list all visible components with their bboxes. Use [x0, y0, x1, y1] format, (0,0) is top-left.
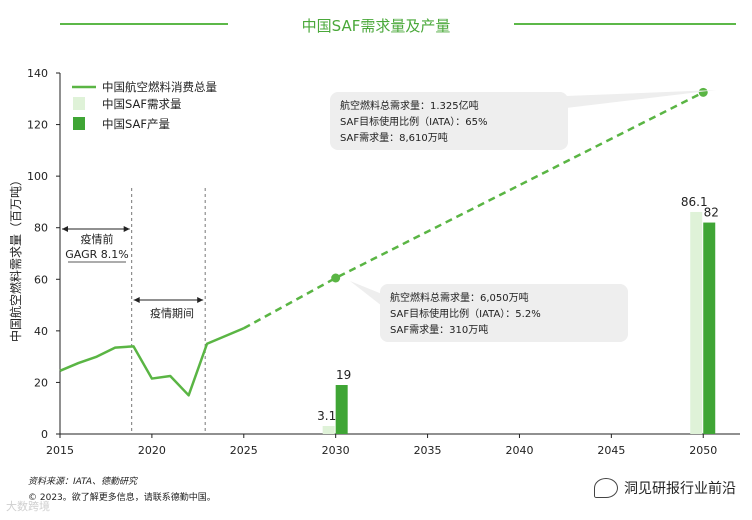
x-tick-label: 2030 — [322, 444, 350, 457]
series-lines — [59, 91, 704, 397]
bar-data-labels: 3.1 19 86.182 — [317, 195, 719, 423]
x-tick-label: 2015 — [46, 444, 74, 457]
annotation-2050-line1: 航空燃料总需求量：1.325亿吨 — [340, 99, 479, 112]
x-axis-ticks: 2015 2020 2025 2030 2035 2040 2045 2050 — [46, 434, 717, 457]
bar-demand-label: 86.1 — [681, 195, 708, 209]
historical-line — [59, 327, 245, 397]
legend-item-total: 中国航空燃料消费总量 — [102, 80, 217, 94]
phase-covid-label: 疫情期间 — [150, 306, 194, 320]
annotation-2030: 航空燃料总需求量：6,050万吨 SAF目标使用比例（IATA）：5.2% SA… — [350, 281, 628, 342]
y-tick-label: 80 — [34, 222, 48, 235]
legend-demand-swatch — [73, 97, 85, 110]
annotation-2050-box — [330, 92, 568, 150]
bar-demand — [690, 211, 703, 434]
line-marker — [698, 87, 708, 97]
legend-production-swatch — [73, 117, 85, 130]
annotation-2050: 航空燃料总需求量：1.325亿吨 SAF目标使用比例（IATA）：65% SAF… — [330, 90, 716, 150]
line-marker — [331, 273, 341, 283]
x-tick-label: 2040 — [505, 444, 533, 457]
y-tick-label: 120 — [27, 119, 48, 132]
bar-production-label: 19 — [336, 368, 351, 382]
axes — [59, 73, 740, 435]
x-tick-label: 2035 — [414, 444, 442, 457]
chart-title: 中国SAF需求量及产量 — [302, 17, 451, 35]
phase-arrow-head-right — [197, 297, 204, 303]
bars — [322, 211, 716, 434]
y-tick-label: 0 — [41, 428, 48, 441]
y-axis-label: 中国航空燃料需求量（百万吨） — [8, 174, 23, 342]
x-tick-label: 2025 — [230, 444, 258, 457]
brand-name: 洞见研报行业前沿 — [624, 481, 736, 497]
annotation-2030-line1: 航空燃料总需求量：6,050万吨 — [390, 291, 529, 304]
phase-arrow-head-left — [133, 297, 140, 303]
bar-production-label: 82 — [704, 206, 719, 220]
copyright-note: © 2023。欲了解更多信息，请联系德勤中国。 — [28, 493, 216, 503]
annotation-2030-line3: SAF需求量：310万吨 — [390, 323, 488, 336]
source-note: 资料来源：IATA、德勤研究 — [28, 477, 137, 487]
y-tick-label: 40 — [34, 325, 48, 338]
phase-divider-lines — [131, 188, 206, 434]
x-tick-label: 2020 — [138, 444, 166, 457]
legend-item-production: 中国SAF产量 — [102, 117, 170, 131]
annotation-2050-line2: SAF目标使用比例（IATA）：65% — [340, 115, 488, 128]
bar-production — [703, 222, 716, 434]
y-tick-label: 140 — [27, 67, 48, 80]
annotation-2030-box — [380, 284, 628, 342]
chat-bubble-icon — [594, 478, 618, 498]
phase-arrow-head-left — [62, 226, 68, 232]
y-tick-label: 60 — [34, 273, 48, 286]
annotation-2050-line3: SAF需求量：8,610万吨 — [340, 131, 448, 144]
brand: 洞见研报行业前沿 — [594, 478, 736, 498]
x-tick-label: 2045 — [597, 444, 625, 457]
legend: 中国航空燃料消费总量 中国SAF需求量 中国SAF产量 — [72, 80, 217, 131]
phase-covid: 疫情期间 — [150, 306, 194, 320]
annotation-2050-pointer — [566, 90, 716, 108]
phase-pre-covid-label: 疫情前 — [81, 232, 114, 246]
y-tick-label: 20 — [34, 376, 48, 389]
series-markers — [331, 87, 708, 283]
phase-pre-covid: 疫情前 GAGR 8.1% — [65, 232, 129, 263]
bar-production — [335, 385, 348, 434]
annotation-2030-pointer — [350, 281, 382, 306]
bar-demand — [322, 426, 335, 434]
phase-arrows — [62, 226, 204, 303]
phase-arrow-head-right — [123, 226, 130, 232]
phase-pre-covid-cagr: GAGR 8.1% — [65, 248, 128, 261]
x-tick-label: 2050 — [689, 444, 717, 457]
watermark: 大数跨境 — [6, 500, 50, 513]
bar-demand-label: 3.1 — [317, 409, 336, 423]
y-tick-label: 100 — [27, 170, 48, 183]
y-axis-ticks: 0 20 40 60 80 100 120 140 — [27, 67, 60, 441]
legend-item-demand: 中国SAF需求量 — [102, 97, 182, 111]
annotation-2030-line2: SAF目标使用比例（IATA）：5.2% — [390, 307, 541, 320]
